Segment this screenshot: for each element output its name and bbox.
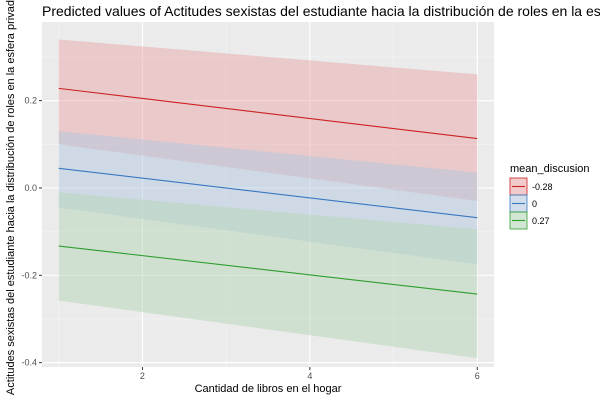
series-line — [58, 87, 478, 140]
series-line — [58, 167, 478, 219]
confidence-band — [58, 192, 478, 359]
y-tick-label: -0.2 — [21, 270, 37, 280]
legend-label: 0 — [532, 199, 537, 209]
x-axis-title: Cantidad de libros en el hogar — [195, 383, 342, 395]
y-tick-label: 0.2 — [24, 96, 37, 106]
x-tick-label: 2 — [140, 371, 145, 381]
x-tick-label: 6 — [475, 371, 480, 381]
legend-label: -0.28 — [532, 182, 553, 192]
y-tick-label: 0.0 — [24, 183, 37, 193]
confidence-band — [58, 39, 478, 202]
series-lines — [58, 87, 478, 295]
legend: mean_discusion -0.28 0 0.27 — [509, 163, 590, 230]
confidence-bands — [58, 39, 478, 359]
y-axis-title: Actitudes sexistas del estudiante hacia … — [5, 0, 17, 395]
chart-title: Predicted values of Actitudes sexistas d… — [42, 3, 600, 19]
legend-label: 0.27 — [532, 216, 550, 226]
series-line — [58, 245, 478, 295]
axis-ticks: 2 4 6 -0.4 -0.2 0.0 0.2 — [21, 96, 479, 381]
legend-title: mean_discusion — [510, 163, 590, 175]
y-tick-label: -0.4 — [21, 358, 37, 368]
x-tick-label: 4 — [307, 371, 312, 381]
